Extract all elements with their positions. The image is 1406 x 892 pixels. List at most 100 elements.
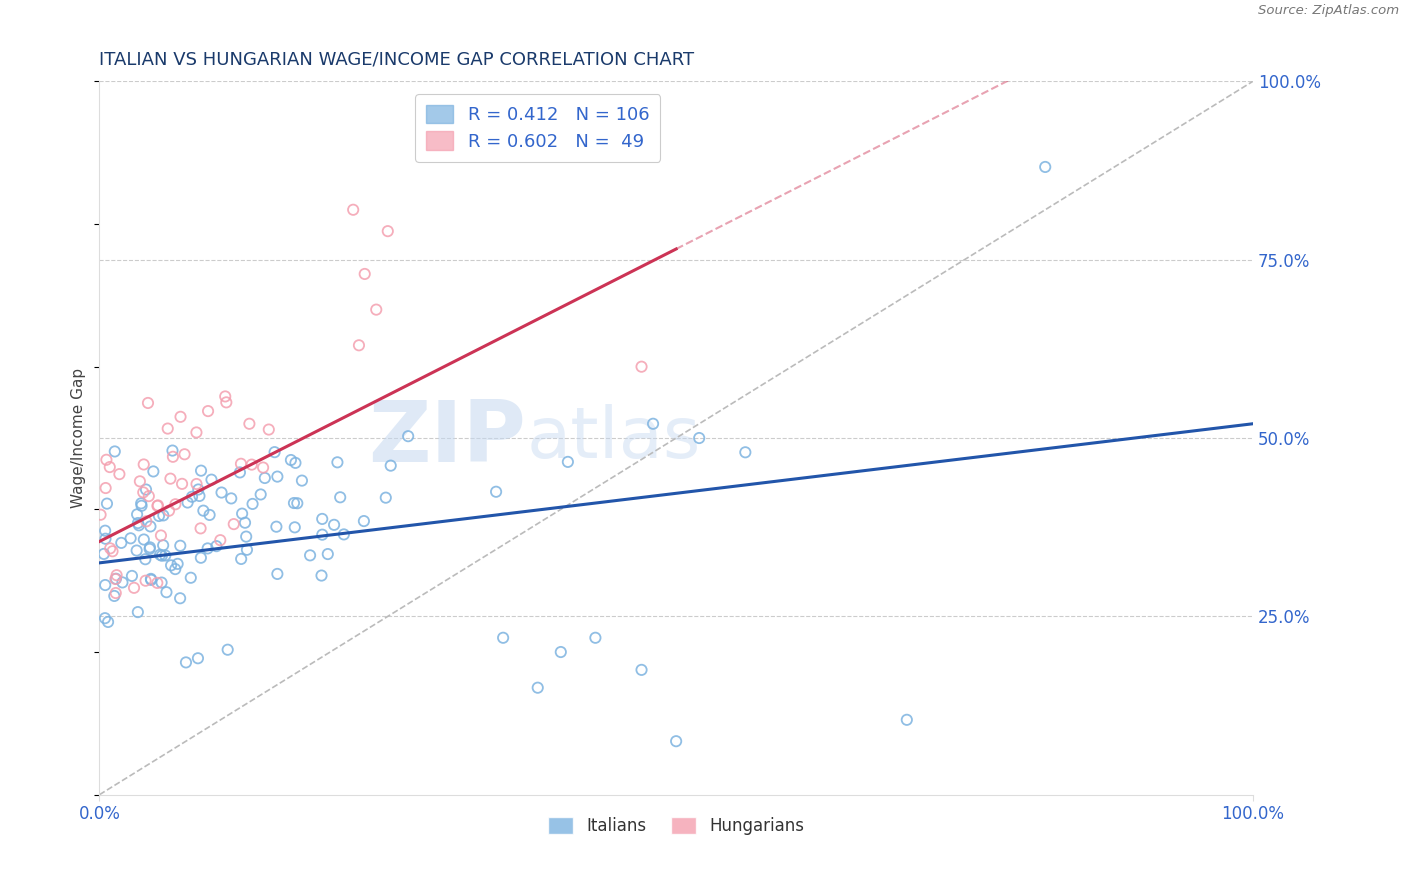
Point (193, 503, 215, 517)
Point (291, 474, 314, 488)
Point (162, 443, 184, 458)
Point (139, 519, 162, 533)
Point (134, 552, 156, 566)
Point (129, 496, 152, 510)
Point (111, 575, 134, 590)
Point (146, 499, 169, 513)
Point (217, 642, 239, 657)
Point (583, 631, 606, 645)
Point (342, 202, 364, 217)
Point (249, 487, 271, 501)
Point (197, 541, 219, 556)
Point (215, 395, 238, 409)
Point (236, 542, 259, 557)
Point (311, 568, 333, 582)
Point (231, 507, 253, 521)
Point (266, 469, 288, 483)
Point (141, 573, 163, 587)
Legend: Italians, Hungarians: Italians, Hungarians (540, 809, 813, 844)
Point (492, 631, 515, 645)
Point (94, 481, 117, 495)
Point (157, 504, 180, 518)
Point (526, 681, 548, 695)
Point (688, 431, 710, 445)
Point (311, 512, 333, 526)
Point (160, 558, 183, 573)
Point (128, 518, 150, 533)
Point (103, 589, 125, 603)
Point (284, 456, 307, 470)
Point (169, 409, 191, 424)
Point (132, 485, 155, 500)
Point (329, 490, 352, 504)
Point (257, 423, 280, 437)
Point (630, 663, 652, 677)
Point (214, 389, 236, 403)
Point (165, 497, 187, 511)
Point (150, 575, 173, 590)
Point (155, 585, 177, 599)
Point (205, 539, 228, 553)
Point (233, 516, 256, 530)
Point (94, 578, 117, 592)
Point (665, 734, 688, 748)
Point (98, 541, 121, 556)
Point (280, 453, 302, 467)
Point (187, 651, 209, 665)
Point (1033, 160, 1056, 174)
Point (132, 533, 155, 547)
Y-axis label: Wage/Income Gap: Wage/Income Gap (72, 368, 86, 508)
Point (186, 477, 208, 491)
Point (138, 541, 160, 556)
Point (176, 495, 198, 509)
Point (316, 547, 339, 561)
Point (127, 508, 149, 522)
Point (139, 541, 162, 555)
Point (139, 572, 162, 586)
Point (136, 396, 159, 410)
Text: atlas: atlas (526, 403, 700, 473)
Point (135, 514, 157, 528)
Point (127, 605, 149, 619)
Point (127, 516, 149, 530)
Point (190, 521, 212, 535)
Point (285, 496, 308, 510)
Point (97, 615, 120, 629)
Point (200, 473, 222, 487)
Point (152, 538, 174, 552)
Point (641, 417, 664, 431)
Point (197, 404, 219, 418)
Point (155, 549, 177, 563)
Point (485, 484, 508, 499)
Point (252, 460, 274, 475)
Point (550, 645, 572, 659)
Point (156, 421, 179, 435)
Point (333, 527, 356, 541)
Point (263, 445, 285, 459)
Point (121, 569, 143, 583)
Point (326, 455, 349, 469)
Point (152, 508, 174, 523)
Point (284, 520, 307, 534)
Point (94, 611, 117, 625)
Point (131, 499, 153, 513)
Point (380, 458, 402, 473)
Point (229, 466, 252, 480)
Text: ZIP: ZIP (368, 397, 526, 480)
Point (299, 549, 322, 563)
Point (150, 549, 173, 563)
Point (125, 543, 148, 558)
Point (148, 508, 170, 523)
Point (311, 527, 333, 541)
Point (138, 489, 160, 503)
Point (105, 568, 128, 582)
Point (353, 514, 375, 528)
Point (181, 490, 204, 504)
Point (630, 359, 652, 374)
Point (222, 517, 245, 532)
Text: Source: ZipAtlas.com: Source: ZipAtlas.com (1258, 4, 1399, 18)
Point (104, 572, 127, 586)
Point (159, 472, 181, 486)
Point (120, 531, 142, 545)
Point (173, 447, 195, 461)
